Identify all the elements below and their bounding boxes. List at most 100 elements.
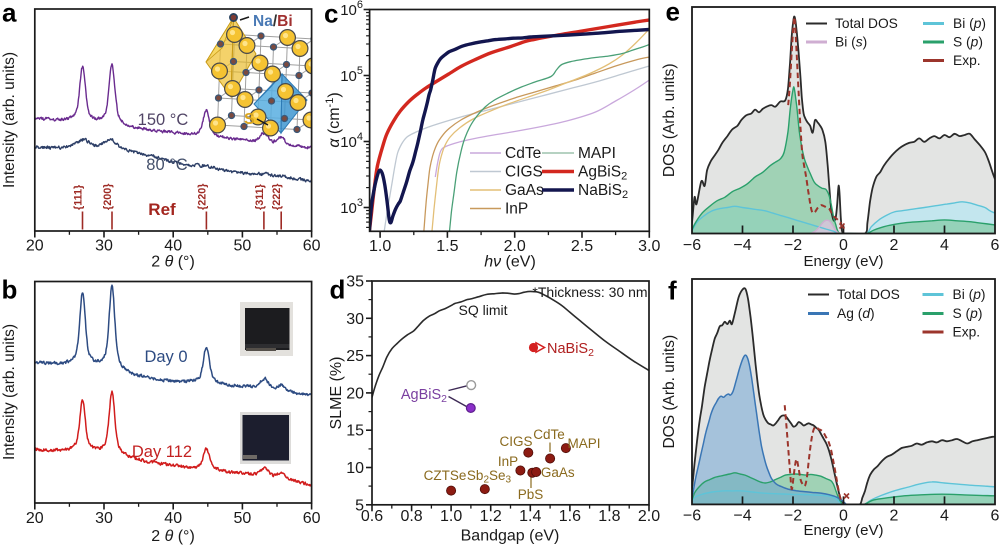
svg-text:CdTe: CdTe xyxy=(505,145,541,162)
svg-text:1.2: 1.2 xyxy=(480,508,502,525)
svg-text:1.0: 1.0 xyxy=(369,238,391,255)
svg-text:Bi (p): Bi (p) xyxy=(953,287,986,302)
svg-text:S (p): S (p) xyxy=(953,306,983,321)
svg-text:f: f xyxy=(668,276,677,306)
svg-text:104: 104 xyxy=(340,131,363,151)
svg-text:c: c xyxy=(324,0,338,29)
svg-text:30: 30 xyxy=(95,238,113,255)
svg-text:MAPI: MAPI xyxy=(578,145,616,162)
svg-text:Sb2Se3: Sb2Se3 xyxy=(467,468,512,486)
svg-text:3.0: 3.0 xyxy=(638,238,660,255)
svg-text:{111}: {111} xyxy=(73,184,85,210)
svg-text:{220}: {220} xyxy=(196,183,208,210)
svg-text:AgBiS2: AgBiS2 xyxy=(401,387,447,405)
svg-text:1.0: 1.0 xyxy=(440,508,462,525)
svg-text:0: 0 xyxy=(839,508,848,525)
svg-text:10: 10 xyxy=(346,460,364,477)
svg-text:4: 4 xyxy=(940,237,949,254)
svg-text:−2: −2 xyxy=(784,237,802,254)
svg-text:Intensity (arb. units): Intensity (arb. units) xyxy=(1,52,18,188)
svg-text:40: 40 xyxy=(164,238,182,255)
svg-text:2 θ (°): 2 θ (°) xyxy=(151,254,195,271)
svg-text:106: 106 xyxy=(340,0,363,19)
svg-text:CIGS: CIGS xyxy=(499,434,532,449)
svg-text:Intensity (arb. units): Intensity (arb. units) xyxy=(1,324,18,460)
svg-text:Bandgap (eV): Bandgap (eV) xyxy=(461,528,560,545)
svg-text:Exp.: Exp. xyxy=(953,53,981,68)
svg-text:25: 25 xyxy=(346,348,364,365)
svg-text:−6: −6 xyxy=(683,508,701,525)
svg-text:4: 4 xyxy=(940,508,949,525)
svg-text:2.0: 2.0 xyxy=(504,238,526,255)
svg-text:{311}: {311} xyxy=(254,183,266,210)
svg-text:InP: InP xyxy=(498,454,518,469)
svg-text:0.6: 0.6 xyxy=(361,508,383,525)
svg-text:S (p): S (p) xyxy=(953,35,983,50)
svg-text:50: 50 xyxy=(234,238,252,255)
svg-text:20: 20 xyxy=(346,385,364,402)
svg-text:*Thickness: 30 nm: *Thickness: 30 nm xyxy=(532,284,647,300)
svg-text:150 °C: 150 °C xyxy=(138,111,189,129)
svg-text:Bi (s): Bi (s) xyxy=(835,35,867,50)
svg-text:SQ limit: SQ limit xyxy=(459,302,508,318)
svg-text:NaBiS2: NaBiS2 xyxy=(578,182,628,201)
svg-text:60: 60 xyxy=(303,238,321,255)
svg-text:1.6: 1.6 xyxy=(559,508,581,525)
svg-text:0: 0 xyxy=(839,237,848,254)
svg-text:2: 2 xyxy=(890,508,899,525)
svg-text:−2: −2 xyxy=(784,508,802,525)
svg-text:35: 35 xyxy=(346,274,364,291)
svg-text:Energy (eV): Energy (eV) xyxy=(803,522,883,539)
svg-text:Na/Bi: Na/Bi xyxy=(253,13,293,30)
svg-text:{200}: {200} xyxy=(102,183,114,210)
svg-text:40: 40 xyxy=(164,510,182,527)
svg-text:1.4: 1.4 xyxy=(519,508,541,525)
svg-text:d: d xyxy=(330,275,346,305)
svg-text:2.0: 2.0 xyxy=(638,508,660,525)
svg-text:Ag (d): Ag (d) xyxy=(837,306,875,321)
svg-text:6: 6 xyxy=(991,237,1000,254)
svg-text:6: 6 xyxy=(991,508,1000,525)
svg-text:60: 60 xyxy=(303,510,321,527)
svg-text:1.5: 1.5 xyxy=(436,238,458,255)
svg-text:−4: −4 xyxy=(733,237,751,254)
svg-text:SLME (%): SLME (%) xyxy=(328,357,345,430)
svg-text:e: e xyxy=(666,0,680,27)
svg-text:−4: −4 xyxy=(733,508,751,525)
svg-text:Day 0: Day 0 xyxy=(144,348,187,366)
svg-text:−6: −6 xyxy=(683,237,701,254)
svg-text:2.5: 2.5 xyxy=(571,238,593,255)
svg-text:CIGS: CIGS xyxy=(505,164,543,181)
svg-text:CdTe: CdTe xyxy=(533,427,565,442)
svg-text:30: 30 xyxy=(346,311,364,328)
svg-text:15: 15 xyxy=(346,423,364,440)
svg-text:a: a xyxy=(2,0,17,28)
svg-text:MAPI: MAPI xyxy=(567,436,600,451)
svg-text:{222}: {222} xyxy=(271,183,283,210)
svg-text:50: 50 xyxy=(234,510,252,527)
svg-text:105: 105 xyxy=(340,65,363,85)
svg-text:Day 112: Day 112 xyxy=(132,443,192,461)
svg-text:CZTSe: CZTSe xyxy=(424,468,467,483)
svg-text:GaAs: GaAs xyxy=(541,465,575,480)
svg-text:S: S xyxy=(244,111,255,128)
svg-text:5: 5 xyxy=(355,497,364,514)
svg-text:Energy (eV): Energy (eV) xyxy=(803,253,883,270)
svg-text:NaBiS2: NaBiS2 xyxy=(547,341,594,359)
svg-text:103: 103 xyxy=(340,197,363,217)
svg-text:20: 20 xyxy=(26,510,44,527)
svg-text:20: 20 xyxy=(26,238,44,255)
svg-text:30: 30 xyxy=(95,510,113,527)
svg-text:Total DOS: Total DOS xyxy=(835,16,898,31)
svg-text:InP: InP xyxy=(505,201,528,218)
svg-text:Ref: Ref xyxy=(148,200,176,219)
svg-text:AgBiS2: AgBiS2 xyxy=(578,164,627,183)
svg-text:Total DOS: Total DOS xyxy=(837,287,900,302)
svg-text:Exp.: Exp. xyxy=(953,325,981,340)
svg-text:hν (eV): hν (eV) xyxy=(484,254,536,271)
svg-text:80 °C: 80 °C xyxy=(146,156,188,174)
svg-text:DOS (Arb. units): DOS (Arb. units) xyxy=(661,335,678,449)
svg-text:2: 2 xyxy=(890,237,899,254)
svg-text:0.8: 0.8 xyxy=(400,508,422,525)
svg-text:DOS (Arb. units): DOS (Arb. units) xyxy=(661,63,678,177)
